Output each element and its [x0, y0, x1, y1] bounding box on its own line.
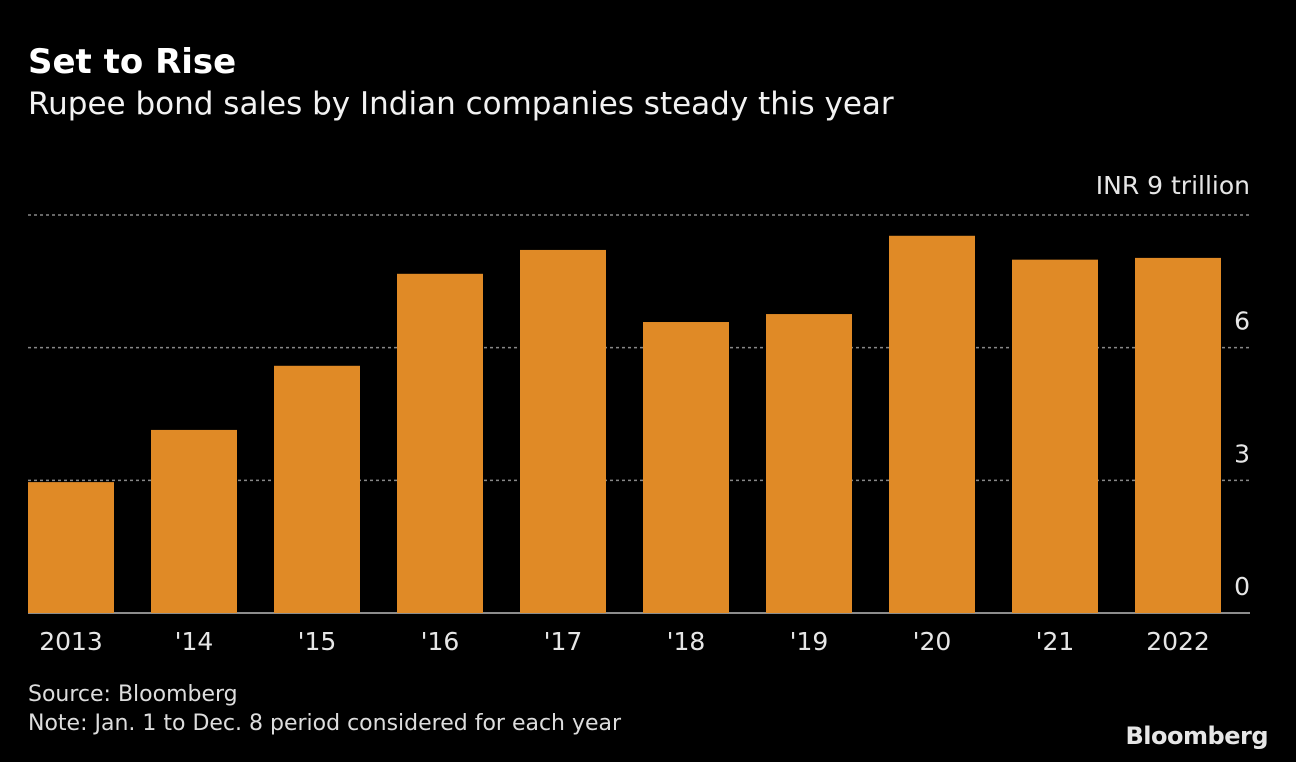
- source-note: Source: Bloomberg: [28, 682, 238, 707]
- bar: [1135, 257, 1221, 613]
- bar: [151, 429, 237, 613]
- bar: [520, 249, 606, 614]
- x-tick-label: 2022: [1146, 627, 1210, 656]
- x-tick-label: 2013: [39, 627, 103, 656]
- x-tick-label: '21: [1036, 627, 1075, 656]
- bar: [643, 322, 729, 613]
- x-tick-label: '19: [790, 627, 829, 656]
- bar: [766, 314, 852, 613]
- y-tick-label: 6: [1234, 307, 1250, 336]
- bloomberg-logo: Bloomberg: [1125, 722, 1269, 750]
- bar: [28, 482, 114, 613]
- bar: [1012, 259, 1098, 613]
- bar: [274, 365, 360, 613]
- x-tick-label: '15: [298, 627, 337, 656]
- x-tick-label: '20: [913, 627, 952, 656]
- x-tick-label: '18: [667, 627, 706, 656]
- bar: [397, 273, 483, 613]
- chart-title: Set to Rise: [28, 42, 237, 82]
- chart-subtitle: Rupee bond sales by Indian companies ste…: [28, 86, 894, 122]
- y-tick-label: 3: [1234, 439, 1250, 468]
- x-tick-label: '17: [544, 627, 583, 656]
- y-tick-label: 0: [1234, 572, 1250, 601]
- bar: [889, 235, 975, 614]
- x-tick-label: '16: [421, 627, 460, 656]
- footnote: Note: Jan. 1 to Dec. 8 period considered…: [28, 711, 622, 736]
- x-tick-label: '14: [175, 627, 214, 656]
- unit-label: INR 9 trillion: [1096, 171, 1250, 200]
